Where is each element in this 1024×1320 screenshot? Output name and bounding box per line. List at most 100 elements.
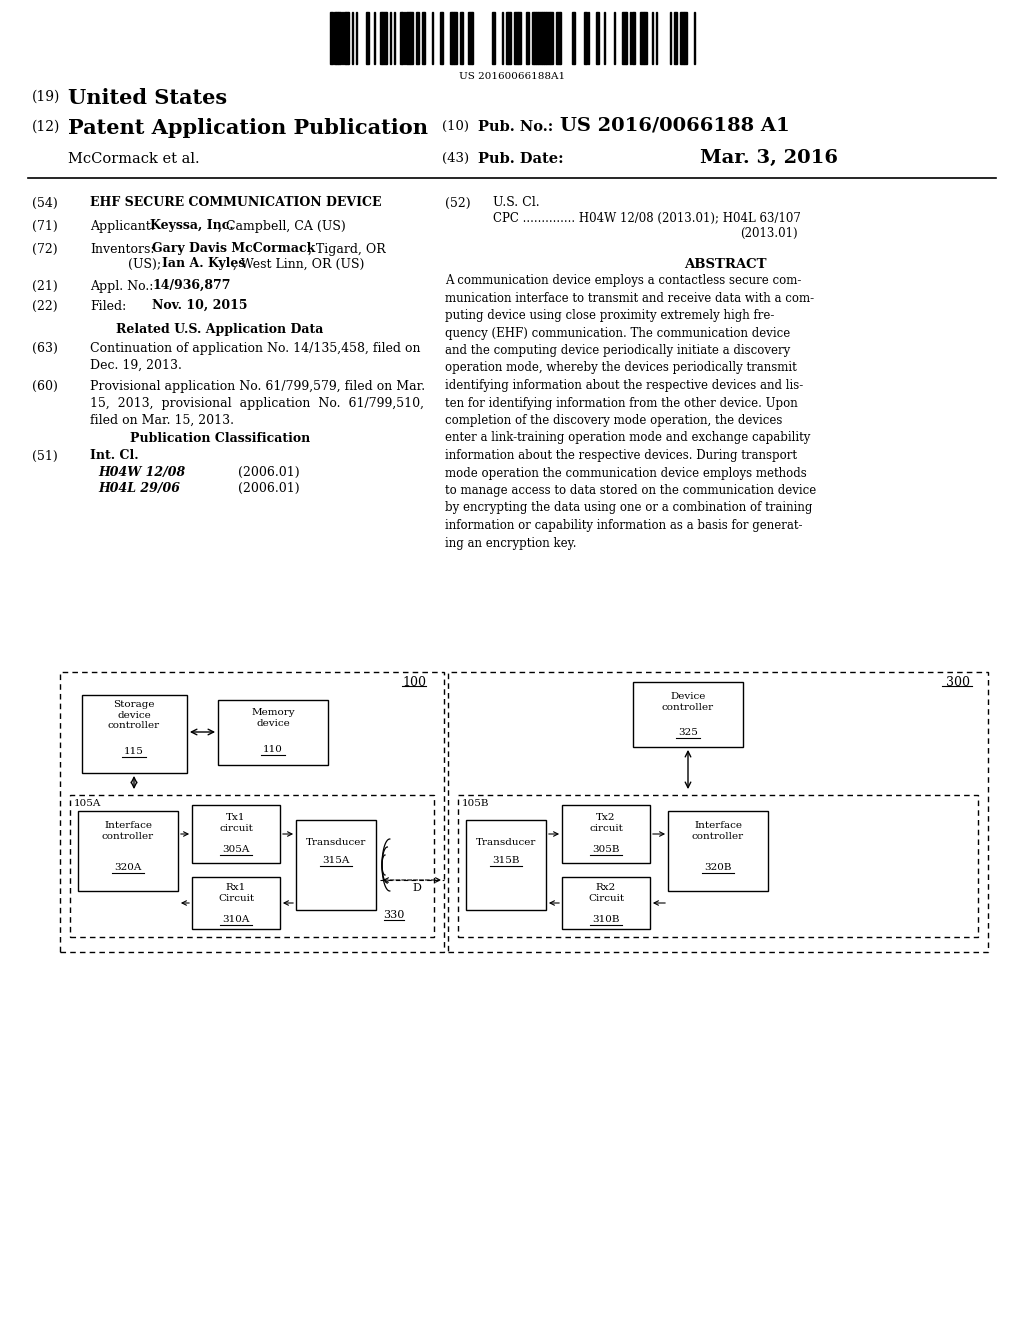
Text: 325: 325: [678, 729, 698, 737]
Text: 320A: 320A: [115, 863, 141, 873]
Text: Keyssa, Inc.: Keyssa, Inc.: [150, 219, 233, 232]
Text: Inventors:: Inventors:: [90, 243, 155, 256]
Bar: [538, 12, 542, 63]
Text: United States: United States: [68, 88, 227, 108]
Text: Rx2
Circuit: Rx2 Circuit: [588, 883, 624, 903]
Text: ABSTRACT: ABSTRACT: [684, 257, 766, 271]
Bar: [546, 12, 550, 63]
Bar: [450, 12, 452, 63]
Bar: [406, 12, 410, 63]
Text: 315A: 315A: [323, 855, 349, 865]
Text: (2006.01): (2006.01): [238, 482, 300, 495]
Text: Storage
device
controller: Storage device controller: [108, 700, 160, 730]
Text: Mar. 3, 2016: Mar. 3, 2016: [700, 149, 838, 168]
Text: (51): (51): [32, 450, 57, 463]
Bar: [344, 12, 346, 63]
Text: (2013.01): (2013.01): [740, 227, 798, 240]
Text: (52): (52): [445, 197, 471, 210]
Text: , Campbell, CA (US): , Campbell, CA (US): [218, 220, 346, 234]
Bar: [526, 12, 529, 63]
Text: H04W 12/08: H04W 12/08: [98, 466, 185, 479]
Text: Rx1
Circuit: Rx1 Circuit: [218, 883, 254, 903]
Text: Pub. Date:: Pub. Date:: [478, 152, 563, 166]
Bar: [78, 810, 178, 891]
Bar: [400, 12, 402, 63]
Text: 300: 300: [946, 676, 970, 689]
Bar: [336, 12, 338, 63]
Text: (US);: (US);: [128, 257, 161, 271]
Text: 110: 110: [263, 744, 283, 754]
Bar: [674, 12, 677, 63]
Bar: [680, 12, 684, 63]
Bar: [454, 12, 457, 63]
Bar: [410, 12, 413, 63]
Text: Interface
controller: Interface controller: [692, 821, 744, 841]
Text: H04L 29/06: H04L 29/06: [98, 482, 180, 495]
Text: (54): (54): [32, 197, 57, 210]
Text: , Tigard, OR: , Tigard, OR: [308, 243, 386, 256]
Text: (63): (63): [32, 342, 58, 355]
Text: Patent Application Publication: Patent Application Publication: [68, 117, 428, 139]
Bar: [544, 12, 546, 63]
Bar: [468, 12, 472, 63]
Text: 310A: 310A: [222, 915, 250, 924]
Text: Continuation of application No. 14/135,458, filed on
Dec. 19, 2013.: Continuation of application No. 14/135,4…: [90, 342, 421, 372]
Bar: [346, 12, 348, 63]
Text: A communication device employs a contactless secure com-
munication interface to: A communication device employs a contact…: [445, 275, 816, 549]
Bar: [296, 820, 376, 909]
Bar: [382, 12, 386, 63]
Text: (12): (12): [32, 120, 60, 135]
Text: Gary Davis McCormack: Gary Davis McCormack: [152, 242, 315, 255]
Text: , West Linn, OR (US): , West Linn, OR (US): [233, 257, 365, 271]
Text: (43): (43): [442, 152, 469, 165]
Bar: [82, 696, 187, 774]
Text: 115: 115: [124, 747, 144, 756]
Bar: [492, 12, 495, 63]
Text: Applicant:: Applicant:: [90, 220, 155, 234]
Bar: [193, 805, 280, 863]
Text: (10): (10): [442, 120, 469, 133]
Bar: [338, 12, 341, 63]
Text: 330: 330: [383, 909, 404, 920]
Text: (2006.01): (2006.01): [238, 466, 300, 479]
Text: McCormack et al.: McCormack et al.: [68, 152, 200, 166]
Text: (21): (21): [32, 280, 57, 293]
Bar: [466, 820, 546, 909]
Text: US 20160066188A1: US 20160066188A1: [459, 73, 565, 81]
Bar: [440, 12, 442, 63]
Bar: [622, 12, 626, 63]
Bar: [534, 12, 536, 63]
Text: Tx1
circuit: Tx1 circuit: [219, 813, 253, 833]
Bar: [518, 12, 521, 63]
Bar: [460, 12, 462, 63]
Text: 105B: 105B: [462, 799, 489, 808]
Text: Filed:: Filed:: [90, 300, 126, 313]
Bar: [684, 12, 687, 63]
Bar: [449, 672, 988, 952]
Text: (22): (22): [32, 300, 57, 313]
Text: Ian A. Kyles: Ian A. Kyles: [162, 257, 246, 271]
Bar: [640, 12, 644, 63]
Bar: [562, 876, 650, 929]
Text: 315B: 315B: [493, 855, 520, 865]
Text: U.S. Cl.: U.S. Cl.: [493, 195, 540, 209]
Text: Tx2
circuit: Tx2 circuit: [589, 813, 623, 833]
Text: Nov. 10, 2015: Nov. 10, 2015: [152, 300, 248, 312]
Text: 305B: 305B: [592, 845, 620, 854]
Text: (19): (19): [32, 90, 60, 104]
Text: Transducer: Transducer: [476, 838, 537, 847]
Text: CPC .............. H04W 12/08 (2013.01); H04L 63/107: CPC .............. H04W 12/08 (2013.01);…: [493, 213, 801, 224]
Bar: [458, 795, 978, 937]
Text: Memory
device: Memory device: [251, 708, 295, 729]
Text: Int. Cl.: Int. Cl.: [90, 449, 138, 462]
Bar: [644, 12, 647, 63]
Bar: [416, 12, 419, 63]
Text: 320B: 320B: [705, 863, 732, 873]
Bar: [514, 12, 518, 63]
Text: 310B: 310B: [592, 915, 620, 924]
Bar: [536, 12, 538, 63]
Text: D: D: [413, 883, 422, 894]
Text: US 2016/0066188 A1: US 2016/0066188 A1: [560, 117, 790, 135]
Bar: [218, 700, 328, 766]
Text: (72): (72): [32, 243, 57, 256]
